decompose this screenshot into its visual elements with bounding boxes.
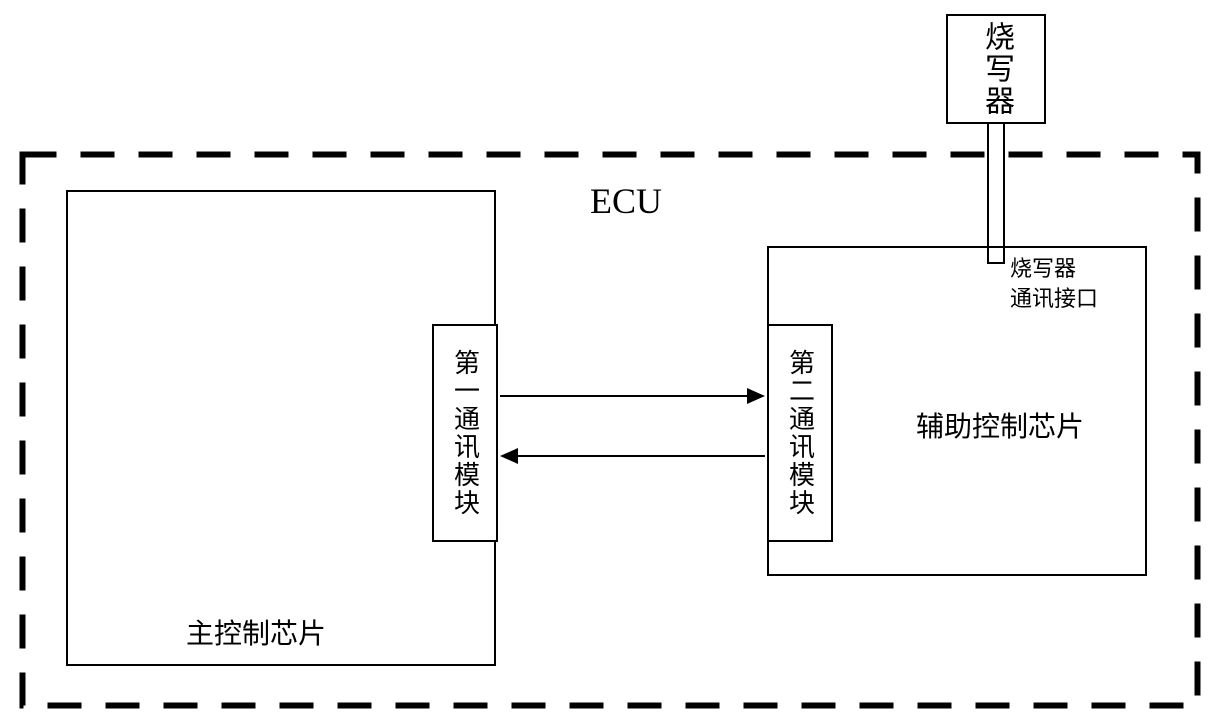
- arrow-top-head-icon: [747, 388, 765, 404]
- arrow-bottom-head-icon: [500, 448, 518, 464]
- diagram-stage: // override dashed style via SVG for bet…: [0, 0, 1222, 719]
- connectors-svg: [0, 0, 1222, 719]
